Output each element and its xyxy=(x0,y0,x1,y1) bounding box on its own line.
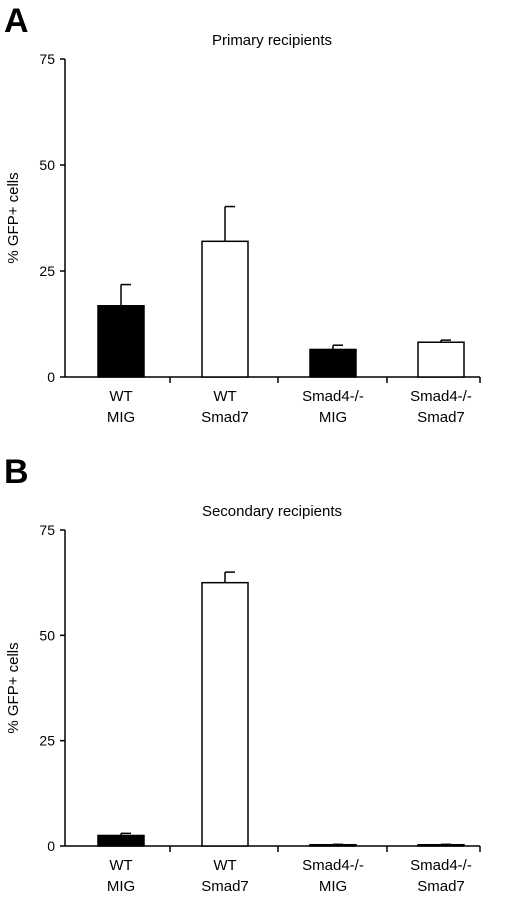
chart-a-svg: A Primary recipients % GFP+ cells 0 25 50 75 WT… xyxy=(4,2,481,426)
chart-a-category-label-3-0: Smad4-/- xyxy=(410,388,472,405)
chart-a-y-tick-label-1: 25 xyxy=(39,263,55,279)
chart-b-category-label-0-0: WT xyxy=(109,857,132,874)
chart-a-y-tick-label-0: 0 xyxy=(47,369,55,385)
chart-b-svg: B Secondary recipients % GFP+ cells 0 25 50 75… xyxy=(4,453,481,895)
chart-b-bar-1 xyxy=(201,581,249,847)
chart-b-category-label-3-0: Smad4-/- xyxy=(410,857,472,874)
chart-b-y-tick-label-3: 75 xyxy=(39,522,55,538)
chart-a-y-tick-label-3: 75 xyxy=(39,51,55,67)
chart-a-category-label-0-0: WT xyxy=(109,388,132,405)
chart-b-y-axis-label: % GFP+ cells xyxy=(5,642,22,733)
chart-b-y-tick-label-2: 50 xyxy=(39,627,55,643)
chart-a-panel-letter: A xyxy=(4,2,29,40)
chart-a-bar-1 xyxy=(201,240,249,378)
chart-panel-b: B Secondary recipients % GFP+ cells 0 25 50 75… xyxy=(0,451,520,902)
chart-b-category-label-1-1: Smad7 xyxy=(201,878,249,895)
chart-a-bar-3 xyxy=(417,341,465,378)
chart-b-category-label-2-0: Smad4-/- xyxy=(302,857,364,874)
chart-b-category-label-0-1: MIG xyxy=(107,878,135,895)
chart-a-category-label-2-1: MIG xyxy=(319,409,347,426)
chart-a-category-label-0-1: MIG xyxy=(107,409,135,426)
chart-b-y-tick-label-0: 0 xyxy=(47,838,55,854)
chart-a-category-label-1-0: WT xyxy=(213,388,236,405)
chart-a-title: Primary recipients xyxy=(212,32,332,49)
chart-a-y-tick-label-2: 50 xyxy=(39,157,55,173)
chart-a-y-axis-label: % GFP+ cells xyxy=(5,172,22,263)
chart-a-category-label-2-0: Smad4-/- xyxy=(302,388,364,405)
chart-panel-a: A Primary recipients % GFP+ cells 0 25 50 75 WT… xyxy=(4,2,481,426)
chart-a-bar-0 xyxy=(97,305,145,378)
chart-b-bar-0 xyxy=(97,834,145,847)
chart-b-panel-letter: B xyxy=(4,453,29,491)
chart-b-category-label-1-0: WT xyxy=(213,857,236,874)
chart-a-bar-2 xyxy=(309,348,357,378)
chart-b-y-tick-label-1: 25 xyxy=(39,733,55,749)
chart-a-category-label-1-1: Smad7 xyxy=(201,409,249,426)
chart-a-category-label-3-1: Smad7 xyxy=(417,409,465,426)
chart-b-title: Secondary recipients xyxy=(202,503,342,520)
chart-b-category-label-3-1: Smad7 xyxy=(417,878,465,895)
chart-b-category-label-2-1: MIG xyxy=(319,878,347,895)
